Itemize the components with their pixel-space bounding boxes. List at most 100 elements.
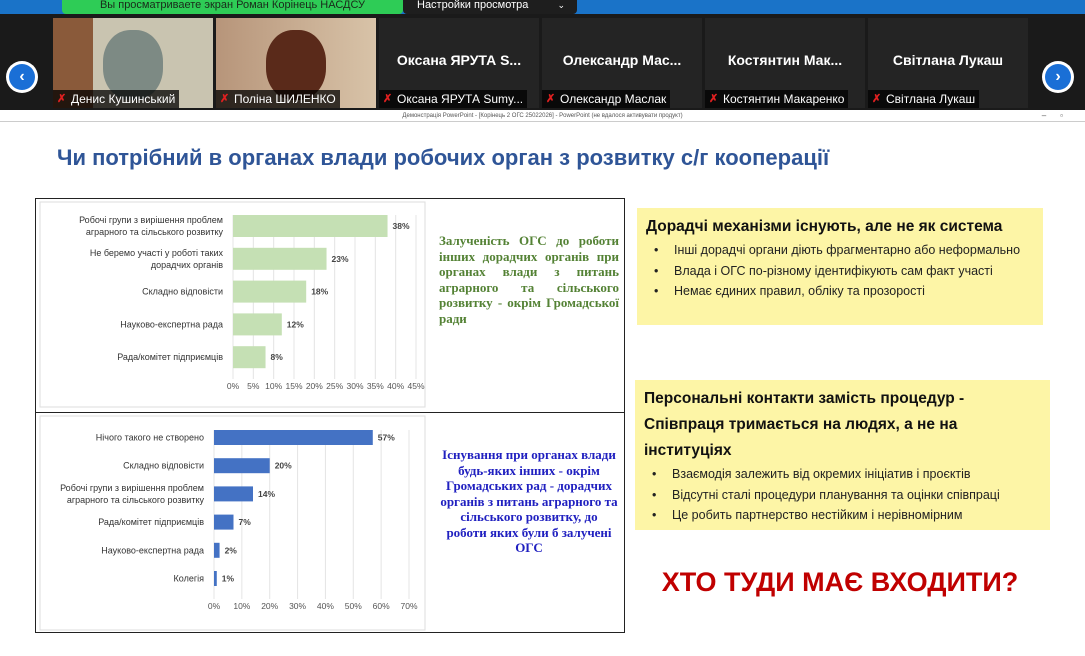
mic-muted-icon: ✗: [546, 93, 556, 105]
data-label: 23%: [332, 254, 349, 264]
participant-tile[interactable]: ✗ Поліна ШИЛЕНКО: [216, 18, 376, 108]
x-tick-label: 10%: [265, 381, 282, 391]
participant-name-text: Олександр Маслак: [560, 92, 667, 106]
participant-name-large: Олександр Мас...: [562, 52, 682, 68]
bar: [233, 346, 266, 369]
question-heading: ХТО ТУДИ МАЄ ВХОДИТИ?: [661, 567, 1019, 597]
box2-item: Відсутні сталі процедури планування та о…: [644, 485, 1041, 506]
participant-name: ✗ Поліна ШИЛЕНКО: [216, 90, 340, 108]
bar: [214, 458, 270, 474]
participant-tile[interactable]: Оксана ЯРУТА S... ✗ Оксана ЯРУТА Sumy...: [379, 18, 539, 108]
x-tick-label: 15%: [285, 381, 302, 391]
participant-name: ✗ Олександр Маслак: [542, 90, 671, 108]
box2-title: Персональні контакти замість процедур - …: [644, 390, 965, 459]
data-label: 8%: [271, 352, 284, 362]
data-label: 57%: [378, 433, 395, 443]
next-page-button[interactable]: ›: [1042, 61, 1074, 93]
mic-muted-icon: ✗: [220, 93, 230, 105]
participant-name-text: Денис Кушинський: [71, 92, 176, 106]
box1-list: Інші дорадчі органи діють фрагментарно а…: [646, 240, 1034, 302]
data-label: 1%: [222, 574, 235, 584]
box-advisory: Дорадчі механізми існують, але не як сис…: [637, 208, 1043, 325]
data-label: 38%: [393, 221, 410, 231]
mic-muted-icon: ✗: [709, 93, 719, 105]
category-label: дорадчих органів: [151, 260, 223, 270]
x-tick-label: 40%: [387, 381, 404, 391]
x-tick-label: 20%: [261, 601, 278, 611]
category-label: Робочі групи з вирішення проблем: [60, 483, 204, 493]
category-label: Колегія: [174, 574, 205, 584]
participant-name: ✗ Костянтин Макаренко: [705, 90, 849, 108]
participant-name-large: Оксана ЯРУТА S...: [396, 52, 522, 68]
data-label: 14%: [258, 489, 275, 499]
mic-muted-icon: ✗: [383, 93, 393, 105]
view-options-dropdown[interactable]: Настройки просмотра ⌄: [403, 0, 577, 14]
window-controls[interactable]: ‒▫: [1041, 111, 1077, 120]
participant-tile[interactable]: Костянтин Мак... ✗ Костянтин Макаренко: [705, 18, 865, 108]
box1-item: Інші дорадчі органи діють фрагментарно а…: [646, 240, 1034, 261]
x-tick-label: 35%: [367, 381, 384, 391]
chart2: 0% 10% 20% 30% 40% 50% 60% 70% 57% Нічого такого …: [39, 415, 426, 631]
category-label: Нічого такого не створено: [96, 433, 204, 443]
x-tick-label: 50%: [345, 601, 362, 611]
data-label: 12%: [287, 319, 304, 329]
participant-name: ✗ Оксана ЯРУТА Sumy...: [379, 90, 528, 108]
window-titlebar: Демонстрація PowerPoint - [Корінець 2 ОГ…: [0, 110, 1085, 122]
share-banner: Вы просматриваете экран Роман Корінець Н…: [62, 0, 403, 14]
x-tick-label: 45%: [407, 381, 424, 391]
x-tick-label: 40%: [317, 601, 334, 611]
note2: Існування при органах влади будь-яких ін…: [440, 447, 618, 555]
category-label: Складно відповісти: [123, 461, 204, 471]
x-tick-label: 20%: [306, 381, 323, 391]
chevron-down-icon: ⌄: [557, 0, 565, 10]
slide-title: Чи потрібний в органах влади робочих орг…: [57, 145, 830, 170]
data-label: 2%: [225, 545, 238, 555]
participant-name: ✗ Світлана Лукаш: [868, 90, 980, 108]
category-label: Робочі групи з вирішення проблем: [79, 215, 223, 225]
x-tick-label: 60%: [373, 601, 390, 611]
box1-item: Немає єдиних правил, обліку та прозорост…: [646, 281, 1034, 302]
x-tick-label: 30%: [289, 601, 306, 611]
participant-strip: ‹ ✗ Денис Кушинський ✗ Поліна ШИЛЕНКО Оксана…: [0, 14, 1085, 110]
bar: [233, 280, 307, 303]
x-tick-label: 30%: [346, 381, 363, 391]
mic-muted-icon: ✗: [872, 93, 882, 105]
participant-tile[interactable]: Світлана Лукаш ✗ Світлана Лукаш: [868, 18, 1028, 108]
category-label: аграрного та сільського розвитку: [86, 227, 224, 237]
chart-frame: [39, 201, 426, 408]
x-tick-label: 70%: [400, 601, 417, 611]
participant-name-text: Костянтин Макаренко: [723, 92, 845, 106]
x-tick-label: 0%: [227, 381, 240, 391]
chevron-right-icon: ›: [1045, 64, 1071, 90]
data-label: 7%: [239, 517, 252, 527]
mic-muted-icon: ✗: [57, 93, 67, 105]
participant-tile[interactable]: ✗ Денис Кушинський: [53, 18, 213, 108]
bar: [214, 430, 373, 445]
category-label: Складно відповісти: [142, 287, 223, 297]
category-label: Рада/комітет підприємців: [117, 352, 223, 362]
participant-tile[interactable]: Олександр Мас... ✗ Олександр Маслак: [542, 18, 702, 108]
prev-page-button[interactable]: ‹: [6, 61, 38, 93]
participant-video: [103, 30, 163, 100]
note1: Залученість ОГС до роботи інших дорадчих…: [439, 233, 619, 326]
box1-item: Влада і ОГС по-різному ідентифікують сам…: [646, 261, 1034, 282]
bar: [233, 215, 388, 237]
participant-name: ✗ Денис Кушинський: [53, 90, 180, 108]
x-tick-label: 10%: [233, 601, 250, 611]
category-label: Рада/комітет підприємців: [98, 517, 204, 527]
bar: [214, 486, 253, 502]
chart1: 0% 5% 10% 15% 20% 25% 30% 35% 40% 45% 38% Робочі гр…: [39, 201, 426, 408]
chart-frame: [39, 415, 426, 631]
box1-title: Дорадчі механізми існують, але не як сис…: [646, 218, 1003, 235]
bar: [214, 514, 234, 530]
x-tick-label: 0%: [208, 601, 221, 611]
category-label: Науково-експертна рада: [120, 319, 223, 329]
box2-list: Взаємодія залежить від окремих ініціатив…: [644, 464, 1041, 526]
category-label: аграрного та сільського розвитку: [67, 495, 205, 505]
window-title: Демонстрація PowerPoint - [Корінець 2 ОГ…: [402, 113, 683, 119]
bar: [214, 542, 220, 558]
box-contacts: Персональні контакти замість процедур - …: [635, 380, 1050, 530]
data-label: 18%: [311, 287, 328, 297]
x-tick-label: 5%: [247, 381, 260, 391]
participant-name-text: Оксана ЯРУТА Sumy...: [397, 92, 524, 106]
